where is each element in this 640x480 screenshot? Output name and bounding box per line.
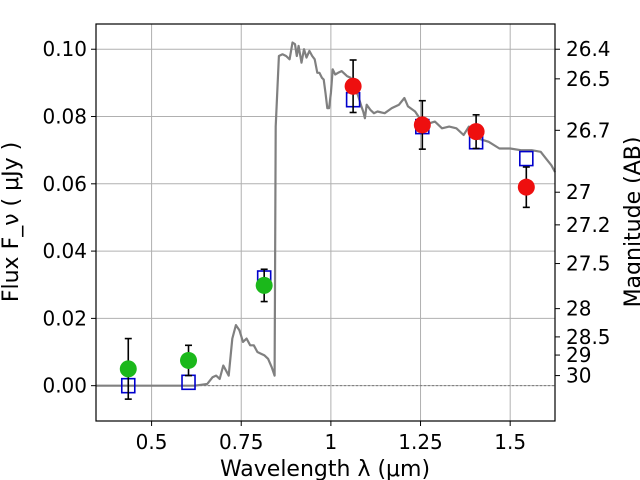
observed-flux-point [119,360,137,378]
right-y-tick-label: 26.7 [566,118,611,142]
right-y-tick-label: 27.5 [566,252,611,276]
series-layer [96,41,556,400]
x-tick-label: 0.75 [219,430,264,454]
right-y-tick-label: 26.4 [566,37,611,61]
x-tick-label: 1 [325,430,338,454]
observed-flux-point [517,178,535,196]
observed-flux-point [180,351,198,369]
y-ticks: 0.00 0.02 0.04 0.06 0.08 0.10 [42,37,96,398]
right-y-tick-label: 28.5 [566,325,611,349]
x-tick-label: 1.5 [494,430,526,454]
x-tick-label: 1.25 [398,430,443,454]
y-tick-label: 0.04 [42,239,87,263]
y-tick-label: 0.10 [42,37,87,61]
y-tick-label: 0.08 [42,105,87,129]
plot-frame [95,23,556,422]
y-tick-label: 0.00 [42,374,87,398]
model-spectrum-line [96,41,556,387]
x-ticks: 0.5 0.75 1 1.25 1.5 [136,421,526,454]
right-y-tick-label: 27 [566,180,591,204]
x-axis-label: Wavelength λ (μm) [220,457,430,480]
right-y-tick-label: 27.2 [566,213,611,237]
y-axis-label: Flux F_ν ( μJy ) [0,142,24,302]
observed-flux-point [413,116,431,134]
grid-layer [96,24,555,421]
y-tick-label: 0.02 [42,306,87,330]
observed-flux-point [344,77,362,95]
right-y-tick-label: 29 [566,343,591,367]
y-tick-label: 0.06 [42,172,87,196]
right-y-tick-label: 28 [566,297,591,321]
model-flux-square [181,374,196,391]
right-y-tick-label: 30 [566,364,591,388]
observed-flux-point [467,123,485,141]
right-y-axis-label: Magnitude (AB) [621,137,640,308]
right-y-tick-label: 26.5 [566,67,611,91]
model-flux-square [519,150,534,167]
x-tick-label: 0.5 [136,430,168,454]
observed-flux-point [255,276,273,294]
